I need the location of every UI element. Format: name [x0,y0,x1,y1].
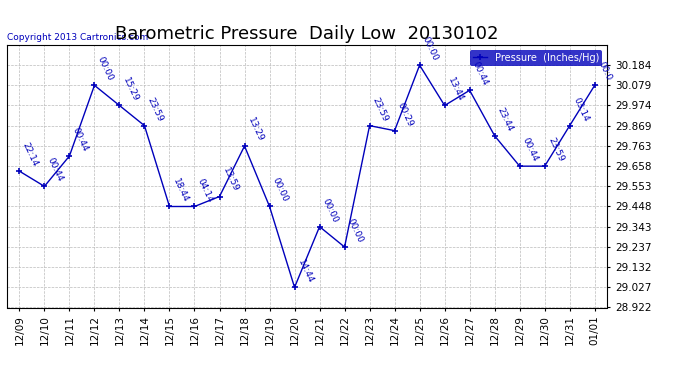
Pressure  (Inches/Hg) [140,123,148,128]
Text: 18:44: 18:44 [171,177,190,204]
Pressure  (Inches/Hg) [40,184,48,189]
Text: 13:29: 13:29 [246,116,265,143]
Pressure  (Inches/Hg) [366,123,374,128]
Pressure  (Inches/Hg) [240,144,248,148]
Text: 00:44: 00:44 [471,60,490,87]
Text: 00:29: 00:29 [396,101,415,128]
Text: 14:44: 14:44 [296,258,315,285]
Pressure  (Inches/Hg) [115,103,124,108]
Pressure  (Inches/Hg) [491,134,499,138]
Line: Pressure  (Inches/Hg): Pressure (Inches/Hg) [16,62,598,291]
Text: 00:44: 00:44 [71,126,90,153]
Text: 00:44: 00:44 [46,156,65,183]
Text: 22:14: 22:14 [21,141,40,168]
Pressure  (Inches/Hg) [415,63,424,68]
Pressure  (Inches/Hg) [90,83,99,88]
Text: 00:00: 00:00 [346,217,365,244]
Pressure  (Inches/Hg) [515,164,524,168]
Pressure  (Inches/Hg) [340,245,348,249]
Text: 23:44: 23:44 [496,106,515,133]
Pressure  (Inches/Hg) [15,169,23,173]
Legend: Pressure  (Inches/Hg): Pressure (Inches/Hg) [470,50,602,66]
Pressure  (Inches/Hg) [466,88,474,93]
Text: Copyright 2013 Cartronics.com: Copyright 2013 Cartronics.com [7,33,148,42]
Text: 23:59: 23:59 [146,96,165,123]
Pressure  (Inches/Hg) [190,204,199,209]
Title: Barometric Pressure  Daily Low  20130102: Barometric Pressure Daily Low 20130102 [115,26,499,44]
Text: 23:59: 23:59 [371,96,390,123]
Pressure  (Inches/Hg) [540,164,549,168]
Pressure  (Inches/Hg) [215,194,224,199]
Text: 23:59: 23:59 [546,136,565,164]
Text: 13:59: 13:59 [221,166,240,194]
Text: 00:00: 00:00 [96,55,115,82]
Pressure  (Inches/Hg) [266,204,274,209]
Text: 00:00: 00:00 [271,177,290,204]
Pressure  (Inches/Hg) [290,285,299,290]
Pressure  (Inches/Hg) [66,154,74,158]
Text: 00:00: 00:00 [321,196,340,224]
Pressure  (Inches/Hg) [591,83,599,88]
Text: 13:44: 13:44 [446,76,465,103]
Text: 15:29: 15:29 [121,76,140,103]
Pressure  (Inches/Hg) [566,123,574,128]
Text: 04:14: 04:14 [196,177,215,204]
Pressure  (Inches/Hg) [166,204,174,209]
Pressure  (Inches/Hg) [315,224,324,229]
Text: 00:44: 00:44 [521,136,540,164]
Text: 00:0: 00:0 [596,60,613,82]
Pressure  (Inches/Hg) [391,128,399,133]
Text: 00:00: 00:00 [421,35,440,62]
Pressure  (Inches/Hg) [440,103,449,108]
Text: 03:14: 03:14 [571,96,590,123]
